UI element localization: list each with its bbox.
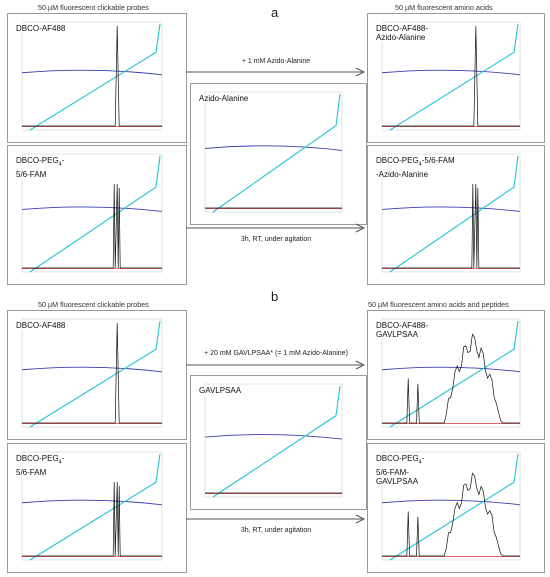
chromatogram-plot (381, 318, 521, 428)
chromatogram-a-product2: DBCO-PEG4-5/6-FAM -Azido-Alanine (367, 145, 545, 285)
chromatogram-label: DBCO-PEG4-5/6-FAM -Azido-Alanine (376, 156, 455, 179)
chromatogram-plot (21, 153, 163, 273)
chromatogram-label: DBCO-PEG4- 5/6-FAM (16, 454, 65, 477)
chromatogram-label: DBCO-PEG4- 5/6-FAM- GAVLPSAA (376, 454, 425, 486)
chromatogram-plot (21, 21, 163, 131)
chromatogram-a-reagent: Azido-Alanine (190, 83, 367, 225)
chromatogram-b-product2: DBCO-PEG4- 5/6-FAM- GAVLPSAA (367, 443, 545, 573)
chromatogram-plot (381, 153, 521, 273)
arrow-a-bottom (186, 223, 366, 233)
section-b-right-header: 50 µM fluorescent amino acids and peptid… (368, 300, 509, 309)
chromatogram-label: DBCO-AF488- Azido-Alanine (376, 24, 429, 42)
arrow-b-top-label: + 20 mM GAVLPSAA* (= 1 mM Azido-Alanine) (204, 350, 348, 357)
chromatogram-plot (204, 383, 343, 498)
chromatogram-a-probe2: DBCO-PEG4- 5/6-FAM (7, 145, 187, 285)
chromatogram-label: DBCO-PEG4- 5/6-FAM (16, 156, 65, 179)
chromatogram-plot (381, 21, 521, 131)
chromatogram-b-probe1: DBCO-AF488 (7, 310, 187, 440)
arrow-a-top-label: + 1 mM Azido-Alanine (241, 58, 311, 65)
arrow-b-bottom (186, 514, 366, 524)
section-a-letter: a (271, 5, 279, 20)
arrow-a-top (186, 67, 366, 77)
section-a-left-header: 50 µM fluorescent clickable probes (38, 3, 149, 12)
chromatogram-a-probe1: DBCO-AF488 (7, 13, 187, 143)
section-b-letter: b (271, 289, 279, 304)
chromatogram-plot (21, 451, 163, 561)
chromatogram-b-reagent: GAVLPSAA (190, 375, 367, 510)
chromatogram-plot (204, 91, 343, 213)
chromatogram-plot (381, 451, 521, 561)
arrow-b-top (186, 360, 366, 370)
arrow-a-bottom-label: 3h, RT, under agitation (240, 236, 312, 243)
section-b-left-header: 50 µM fluorescent clickable probes (38, 300, 149, 309)
chromatogram-label: DBCO-AF488 (16, 321, 66, 330)
chromatogram-label: DBCO-AF488 (16, 24, 66, 33)
chromatogram-a-product1: DBCO-AF488- Azido-Alanine (367, 13, 545, 143)
section-a-right-header: 50 µM fluorescent amino acids (395, 3, 493, 12)
arrow-b-bottom-label: 3h, RT, under agitation (240, 527, 312, 534)
chromatogram-label: DBCO-AF488- GAVLPSAA (376, 321, 429, 339)
chromatogram-plot (21, 318, 163, 428)
chromatogram-b-product1: DBCO-AF488- GAVLPSAA (367, 310, 545, 440)
chromatogram-label: GAVLPSAA (199, 386, 242, 395)
chromatogram-label: Azido-Alanine (199, 94, 249, 103)
chromatogram-b-probe2: DBCO-PEG4- 5/6-FAM (7, 443, 187, 573)
